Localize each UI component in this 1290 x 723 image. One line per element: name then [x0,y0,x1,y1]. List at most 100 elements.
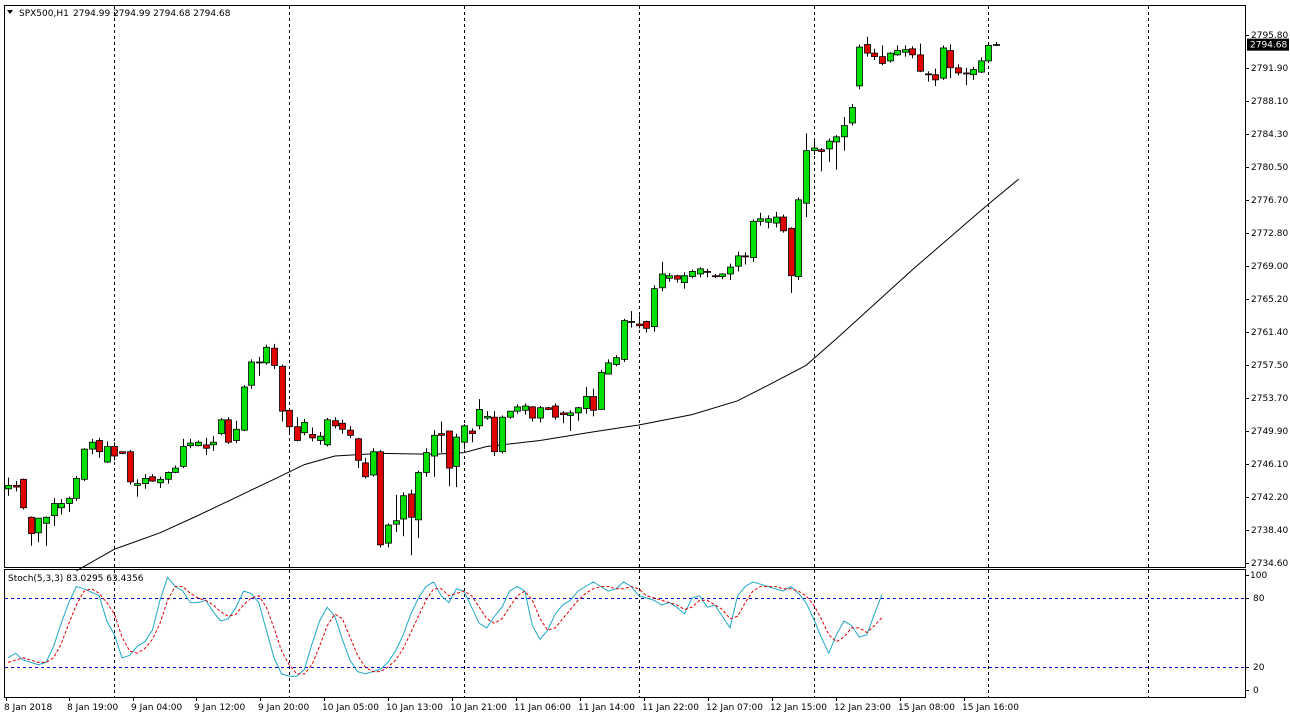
candle-body [385,524,392,544]
price-tick-label: 2788.10 [1251,97,1288,107]
candle-body [636,323,643,327]
time-tick-label: 12 Jan 07:00 [706,703,763,713]
candle-body [187,442,194,447]
candle-body [970,69,977,76]
stoch-main-line [7,576,883,677]
price-tick-label: 2749.90 [1251,427,1288,437]
candle-body [567,412,574,416]
candle-body [58,503,65,509]
time-tick-label: 8 Jan 19:00 [67,703,119,713]
candle-body [879,56,886,64]
candle-body [279,365,286,412]
candle-body [393,520,400,525]
candle-body [119,451,126,454]
candle-body [681,275,688,284]
triangle-down-icon[interactable] [7,10,13,14]
candle-body [446,430,453,469]
price-tick-label: 2757.50 [1251,361,1288,371]
price-tick-label: 2753.70 [1251,394,1288,404]
candle-body [894,50,901,56]
candle-body [172,467,179,473]
candle-body [985,44,992,62]
candle-body [484,415,491,419]
candle-body [947,50,954,69]
time-tick-label: 15 Jan 08:00 [898,703,955,713]
moving-average-line [76,178,1020,572]
candle-body [461,425,468,443]
candle-body [370,451,377,476]
candle-body [5,484,12,490]
candle-body [605,362,612,375]
price-tick-label: 2761.40 [1251,328,1288,338]
time-tick-label: 11 Jan 14:00 [578,703,635,713]
time-tick-label: 9 Jan 04:00 [131,703,183,713]
candle-body [73,478,80,499]
time-tick-label: 9 Jan 12:00 [194,703,246,713]
candle-body [818,149,825,152]
candle-body [552,405,559,418]
candle-body [149,476,156,482]
candle-body [13,484,20,488]
price-tick-label: 2791.90 [1251,64,1288,74]
time-tick-label: 12 Jan 15:00 [770,703,827,713]
candle-body [165,472,172,480]
candle-body [849,107,856,124]
stoch-pane-frame [4,569,1246,698]
stoch-tick-label: 80 [1253,594,1265,604]
candle-body [689,270,696,277]
current-price-box [1247,38,1289,51]
candle-body [529,406,536,419]
candle-body [666,275,673,279]
candle-body [438,433,445,436]
candle-body [127,451,134,483]
candle-body [788,227,795,277]
candle-body [271,347,278,366]
current-price-label: 2794.68 [1250,41,1287,51]
stoch-tick-label: 100 [1250,571,1267,581]
candle-body [415,472,422,521]
time-tick-label: 8 Jan 2018 [4,703,52,713]
candle-body [263,346,270,364]
time-tick-label: 12 Jan 23:00 [834,703,891,713]
candle-body [35,517,42,534]
candle-body [499,416,506,453]
candle-body [203,444,210,449]
candle-body [803,150,810,204]
candle-body [856,46,863,87]
candle-body [795,199,802,277]
candle-body [66,497,73,504]
candle-body [583,396,590,409]
candle-body [940,47,947,79]
candle-body [195,441,202,447]
price-tick-label: 2769.00 [1251,262,1288,272]
candle-body [89,441,96,450]
candle-body [659,273,666,289]
candle-body [742,255,749,258]
candle-body [773,216,780,224]
candle-body [833,136,840,143]
candle-body [301,421,308,434]
symbol-label: SPX500,H1 [19,9,69,19]
stoch-tick-label: 20 [1253,663,1265,673]
candle-body [491,416,498,453]
time-tick-label: 9 Jan 20:00 [258,703,310,713]
candle-body [780,216,787,232]
candle-body [963,72,970,75]
candle-body [697,268,704,275]
price-tick-label: 2734.60 [1251,559,1288,569]
candle-body [431,434,438,457]
stoch-label: Stoch(5,3,3) 83.0295 63.4356 [8,574,144,584]
candle-body [180,446,187,467]
price-tick-label: 2765.20 [1251,295,1288,305]
time-tick-label: 15 Jan 16:00 [962,703,1019,713]
candle-body [104,446,111,463]
candle-body [400,495,407,520]
candle-body [750,220,757,258]
candle-body [712,275,719,278]
stoch-level-lines [5,598,1245,668]
candle-body [651,288,658,328]
candle-body [811,147,818,152]
candle-body [51,503,58,516]
candle-body [81,448,88,480]
candle-body [233,428,240,441]
